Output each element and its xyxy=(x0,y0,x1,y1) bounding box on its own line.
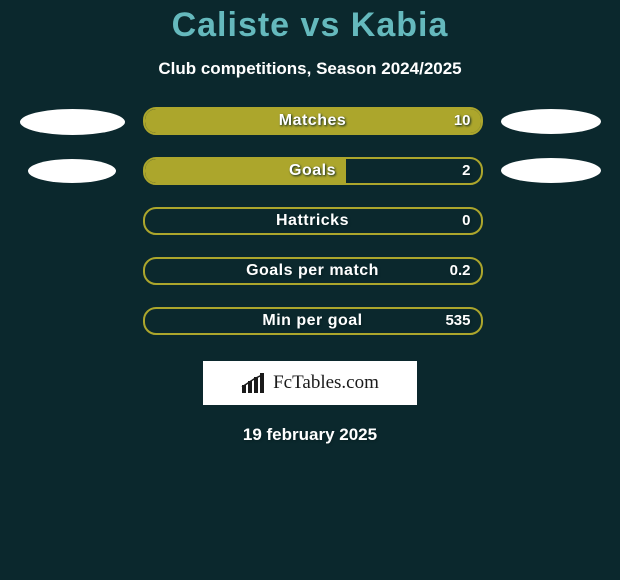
competition-subtitle: Club competitions, Season 2024/2025 xyxy=(0,59,620,79)
bar-value: 2 xyxy=(462,159,470,183)
content-row: Matches 10 Goals 2 Hattricks 0 Goals per… xyxy=(0,107,620,335)
stat-bar-goals-per-match: Goals per match 0.2 xyxy=(143,257,483,285)
fctables-bars-icon xyxy=(241,373,267,393)
stat-bar-min-per-goal: Min per goal 535 xyxy=(143,307,483,335)
player1-avatar xyxy=(20,109,125,135)
bar-value: 0 xyxy=(462,209,470,233)
bar-label: Hattricks xyxy=(145,209,481,233)
player2-avatar-shadow xyxy=(501,158,601,183)
bar-value: 10 xyxy=(454,109,471,133)
bar-value: 0.2 xyxy=(450,259,471,283)
bar-label: Min per goal xyxy=(145,309,481,333)
stat-bar-matches: Matches 10 xyxy=(143,107,483,135)
stat-bars: Matches 10 Goals 2 Hattricks 0 Goals per… xyxy=(143,107,483,335)
stat-bar-hattricks: Hattricks 0 xyxy=(143,207,483,235)
bar-label: Goals per match xyxy=(145,259,481,283)
left-avatars xyxy=(20,107,125,183)
player2-avatar xyxy=(501,109,601,134)
right-avatars xyxy=(501,107,601,183)
infographic-date: 19 february 2025 xyxy=(0,425,620,445)
bar-value: 535 xyxy=(445,309,470,333)
page-title: Caliste vs Kabia xyxy=(0,0,620,45)
stat-bar-goals: Goals 2 xyxy=(143,157,483,185)
fctables-logo-text: FcTables.com xyxy=(273,372,379,394)
player1-avatar-shadow xyxy=(28,159,116,183)
bar-label: Matches xyxy=(145,109,481,133)
fctables-logo-link[interactable]: FcTables.com xyxy=(203,361,417,405)
bar-label: Goals xyxy=(145,159,481,183)
comparison-infographic: Caliste vs Kabia Club competitions, Seas… xyxy=(0,0,620,580)
